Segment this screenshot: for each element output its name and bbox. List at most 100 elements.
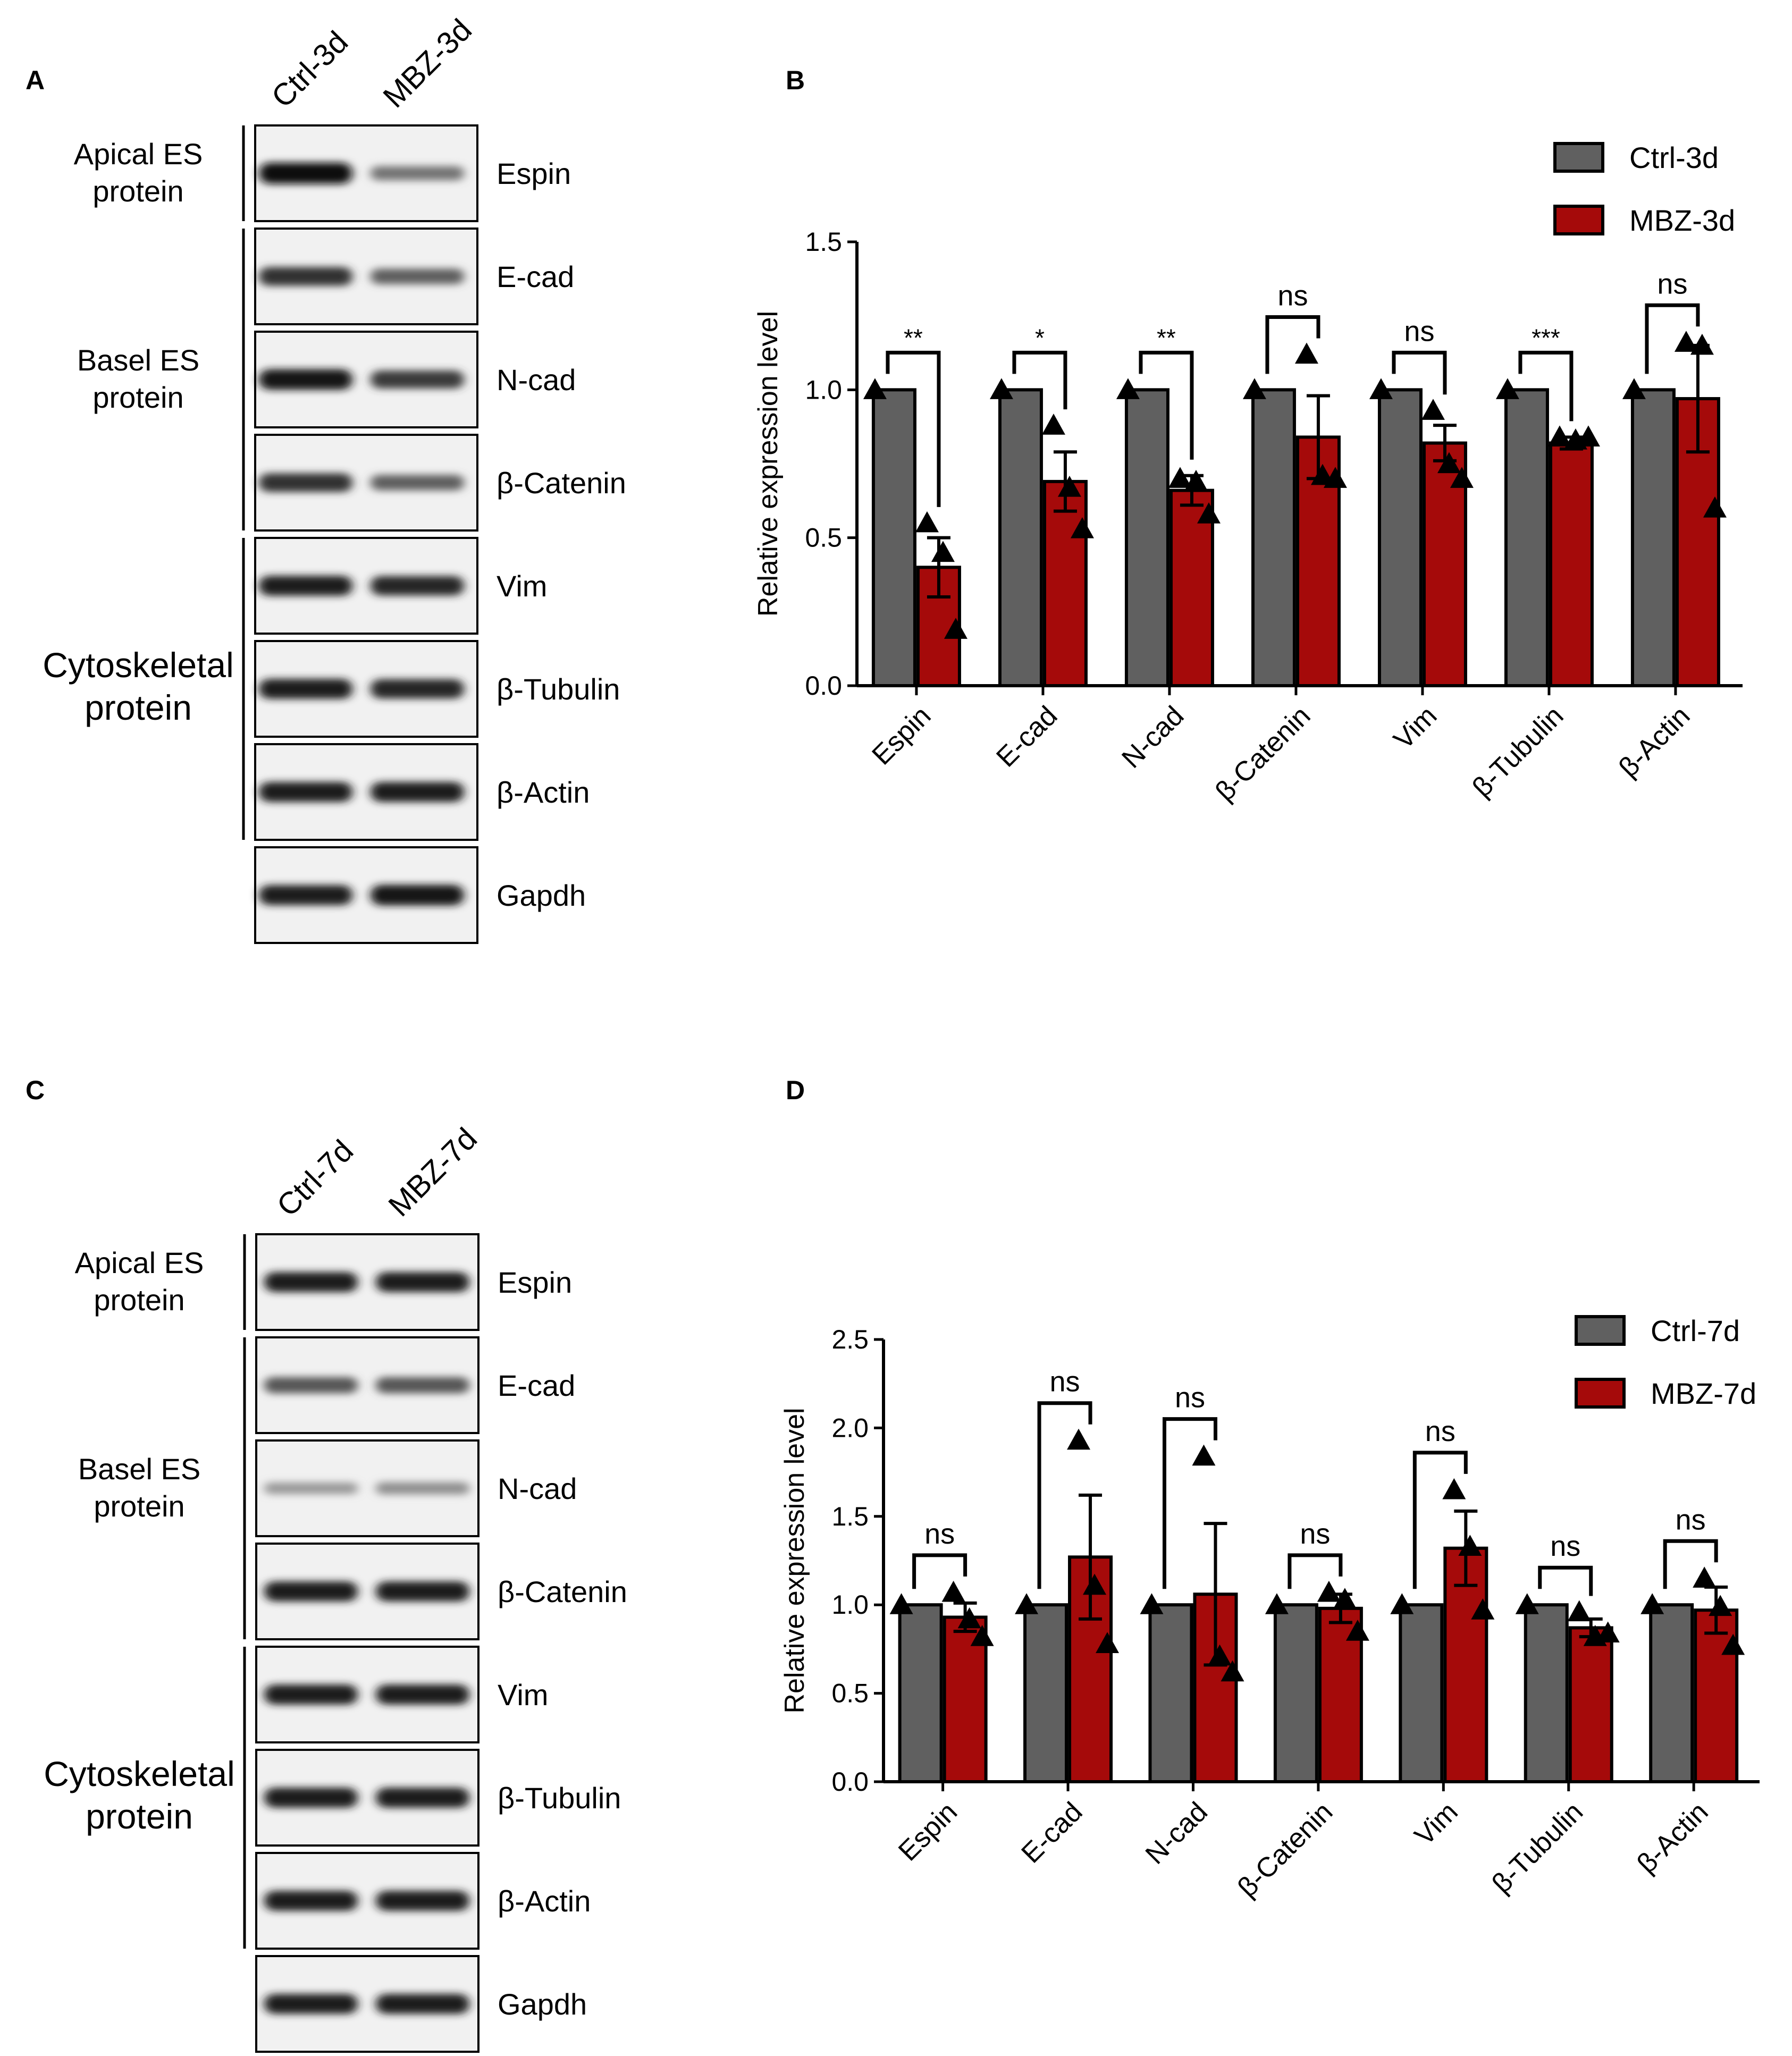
data-point bbox=[889, 1593, 913, 1614]
significance-label: ns bbox=[1550, 1530, 1580, 1562]
data-point bbox=[1096, 1632, 1120, 1654]
blot-band bbox=[376, 1994, 469, 2014]
significance-bracket bbox=[1645, 303, 1700, 374]
group-label: Basel ES bbox=[77, 343, 199, 377]
y-tick-label: 1.0 bbox=[831, 1590, 869, 1620]
western-blot-a: Espin E-cad N-cad β-Catenin Vim β-Tubulin β-Ac… bbox=[43, 12, 626, 944]
significance-label: ns bbox=[1676, 1504, 1706, 1536]
bar-ctrl-3d-n-cad bbox=[1124, 388, 1170, 687]
data-point bbox=[1369, 378, 1393, 399]
blot-band bbox=[264, 1482, 358, 1494]
significance-bracket bbox=[1265, 315, 1320, 374]
protein-label: β-Catenin bbox=[497, 466, 626, 500]
data-point bbox=[1421, 399, 1445, 420]
category-group-beta-actin: β-Actin ns bbox=[1631, 1504, 1745, 1880]
y-tick-label: 2.5 bbox=[831, 1325, 869, 1354]
data-point bbox=[1458, 1535, 1482, 1556]
blot-band bbox=[376, 1482, 469, 1495]
blot-band bbox=[376, 1581, 469, 1602]
data-point bbox=[1450, 467, 1474, 488]
data-point bbox=[1242, 378, 1266, 399]
category-group-beta-tubulin: β-Tubulin *** bbox=[1467, 324, 1600, 803]
blot-row-espin: Espin bbox=[254, 124, 571, 222]
bar-ctrl-3d-espin bbox=[871, 388, 916, 687]
bar-ctrl-7d-beta-actin bbox=[1649, 1603, 1694, 1783]
data-point bbox=[1709, 1595, 1732, 1616]
significance-bracket bbox=[886, 350, 941, 507]
protein-label: N-cad bbox=[498, 1472, 577, 1505]
blot-row-gapdh: Gapdh bbox=[255, 1955, 587, 2053]
data-point bbox=[1192, 1444, 1216, 1466]
blot-band bbox=[264, 1994, 358, 2014]
category-group-n-cad: N-cad ns bbox=[1140, 1382, 1244, 1870]
group-label: protein bbox=[86, 1797, 193, 1836]
protein-label: β-Tubulin bbox=[498, 1781, 621, 1815]
blot-band bbox=[371, 782, 464, 802]
blot-row-e-cad: E-cad bbox=[254, 227, 574, 325]
significance-label: ns bbox=[1425, 1415, 1456, 1447]
blot-band bbox=[371, 370, 464, 389]
protein-label: Gapdh bbox=[497, 879, 586, 912]
significance-label: ns bbox=[924, 1518, 955, 1550]
group-label: protein bbox=[92, 174, 183, 208]
y-tick-label: 0.0 bbox=[831, 1767, 869, 1797]
significance-label: *** bbox=[1532, 324, 1560, 351]
protein-label: β-Actin bbox=[497, 776, 590, 809]
group-label: protein bbox=[85, 688, 192, 727]
bar-chart-d: 0.0 0.5 1.0 1.5 2.0 2.5 Relative expression le… bbox=[779, 1314, 1760, 1903]
category-label: Vim bbox=[1388, 700, 1443, 755]
blot-band bbox=[376, 1891, 469, 1911]
blot-band bbox=[259, 885, 352, 905]
blot-band bbox=[259, 473, 352, 492]
blot-band bbox=[371, 576, 464, 596]
blot-row-n-cad: N-cad bbox=[254, 331, 576, 428]
significance-bracket bbox=[912, 1553, 967, 1589]
category-group-espin: Espin ns bbox=[889, 1518, 994, 1867]
significance-label: ns bbox=[1277, 280, 1308, 312]
panel-letter-b: B bbox=[786, 65, 805, 95]
blot-band bbox=[259, 679, 352, 699]
bar-mbz-3d-e-cad bbox=[1042, 479, 1088, 688]
panel-letter-d: D bbox=[786, 1075, 805, 1105]
category-group-e-cad: E-cad * bbox=[989, 324, 1094, 773]
data-point bbox=[1140, 1593, 1164, 1614]
blot-row-beta-catenin: β-Catenin bbox=[255, 1543, 627, 1640]
significance-bracket bbox=[1538, 1565, 1593, 1596]
category-label: N-cad bbox=[1116, 700, 1190, 774]
data-point bbox=[1015, 1593, 1039, 1614]
data-point bbox=[1515, 1593, 1539, 1614]
blot-row-n-cad: N-cad bbox=[255, 1439, 577, 1537]
group-label: Apical ES bbox=[75, 1246, 204, 1279]
data-point bbox=[1294, 342, 1318, 364]
bar-ctrl-3d-beta-tubulin bbox=[1504, 388, 1549, 687]
blot-row-beta-tubulin: β-Tubulin bbox=[254, 640, 620, 738]
data-point bbox=[944, 618, 967, 639]
category-group-n-cad: N-cad ** bbox=[1116, 324, 1221, 774]
bar-ctrl-3d-beta-catenin bbox=[1251, 388, 1296, 687]
blot-band bbox=[371, 884, 464, 906]
blot-row-e-cad: E-cad bbox=[255, 1336, 575, 1434]
blot-band bbox=[371, 475, 464, 491]
data-point bbox=[1693, 1566, 1717, 1588]
blot-row-beta-catenin: β-Catenin bbox=[254, 434, 626, 532]
significance-label: * bbox=[1035, 324, 1045, 351]
category-label: β-Tubulin bbox=[1467, 700, 1570, 803]
data-point bbox=[1547, 425, 1571, 446]
y-axis-title: Relative expression level bbox=[753, 311, 784, 617]
blot-band bbox=[376, 1788, 469, 1808]
significance-bracket bbox=[1162, 1417, 1217, 1589]
data-point bbox=[1041, 414, 1065, 435]
y-tick-label: 2.0 bbox=[831, 1413, 869, 1443]
lane-label-mbz-3d: MBZ-3d bbox=[376, 12, 478, 114]
category-group-beta-tubulin: β-Tubulin ns bbox=[1486, 1530, 1620, 1899]
data-point bbox=[957, 1607, 981, 1629]
panel-letter-a: A bbox=[26, 65, 45, 95]
protein-label: Gapdh bbox=[498, 1987, 587, 2021]
significance-bracket bbox=[1663, 1539, 1718, 1589]
blot-band bbox=[264, 1272, 358, 1292]
significance-label: ns bbox=[1175, 1382, 1205, 1414]
protein-label: N-cad bbox=[497, 363, 576, 397]
data-point bbox=[1437, 452, 1461, 474]
significance-label: ns bbox=[1657, 268, 1687, 300]
